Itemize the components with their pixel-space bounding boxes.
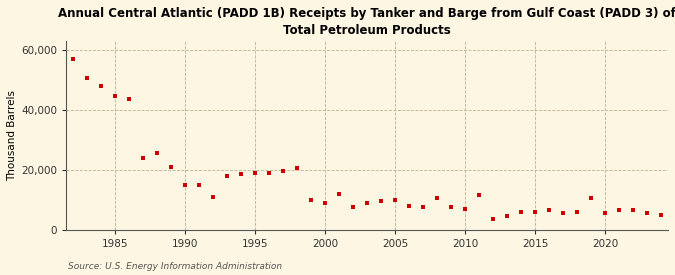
Point <box>221 174 232 178</box>
Title: Annual Central Atlantic (PADD 1B) Receipts by Tanker and Barge from Gulf Coast (: Annual Central Atlantic (PADD 1B) Receip… <box>58 7 675 37</box>
Point <box>474 193 485 197</box>
Point <box>333 192 344 196</box>
Point <box>68 57 78 61</box>
Point <box>572 210 583 214</box>
Point <box>306 198 317 202</box>
Point <box>558 211 568 216</box>
Point <box>628 208 639 213</box>
Point <box>614 208 624 213</box>
Point <box>642 211 653 216</box>
Point <box>418 205 429 210</box>
Point <box>166 165 177 169</box>
Y-axis label: Thousand Barrels: Thousand Barrels <box>7 90 17 181</box>
Point <box>152 151 163 156</box>
Text: Source: U.S. Energy Information Administration: Source: U.S. Energy Information Administ… <box>68 262 281 271</box>
Point <box>655 213 666 217</box>
Point <box>194 183 205 187</box>
Point <box>236 172 246 177</box>
Point <box>376 199 387 204</box>
Point <box>516 210 526 214</box>
Point <box>208 195 219 199</box>
Point <box>348 205 358 210</box>
Point <box>599 211 610 216</box>
Point <box>277 169 288 174</box>
Point <box>487 217 498 221</box>
Point <box>180 183 190 187</box>
Point <box>82 76 92 81</box>
Point <box>586 196 597 200</box>
Point <box>264 170 275 175</box>
Point <box>530 210 541 214</box>
Point <box>250 170 261 175</box>
Point <box>432 196 443 200</box>
Point <box>54 67 65 72</box>
Point <box>389 198 400 202</box>
Point <box>502 214 512 218</box>
Point <box>446 205 456 210</box>
Point <box>404 204 414 208</box>
Point <box>543 208 554 213</box>
Point <box>138 156 148 160</box>
Point <box>124 97 134 101</box>
Point <box>110 94 121 98</box>
Point <box>362 200 373 205</box>
Point <box>96 84 107 88</box>
Point <box>460 207 470 211</box>
Point <box>320 200 331 205</box>
Point <box>292 166 302 170</box>
